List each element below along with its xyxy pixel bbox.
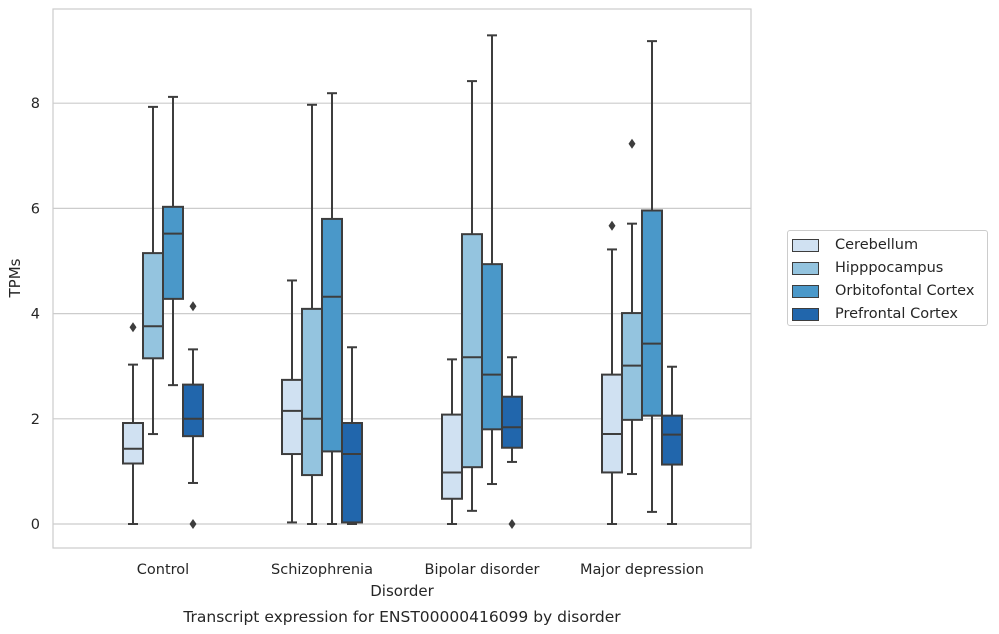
- box-body: [142, 252, 164, 360]
- box-body: [601, 373, 623, 474]
- outlier-point-2: [189, 301, 197, 312]
- y-tick-label-4: 4: [31, 307, 40, 323]
- box-body: [481, 263, 503, 431]
- legend-swatch-cerebellum: [792, 238, 819, 252]
- x-tick-label-4: Major depression: [580, 562, 704, 578]
- y-tick-labels: 0 2 4 6 8: [31, 96, 40, 533]
- box-2-1: [142, 105, 164, 436]
- box-3-4: [641, 40, 663, 513]
- legend-item-cerebellum: Cerebellum: [792, 235, 918, 255]
- legend-swatch-prefrontal: [792, 307, 819, 321]
- legend-label-hippocampus: Hipppocampus: [835, 260, 944, 276]
- y-tick-label-6: 6: [31, 201, 40, 217]
- box-body: [182, 383, 204, 438]
- box-body: [661, 414, 683, 466]
- box-body: [301, 307, 323, 477]
- boxes: [122, 34, 683, 529]
- box-body: [441, 413, 463, 500]
- box-body: [461, 233, 483, 469]
- box-4-2: [341, 346, 363, 525]
- y-tick-label-8: 8: [31, 96, 40, 112]
- box-2-2: [301, 103, 323, 525]
- box-1-4: [601, 220, 623, 525]
- box-body: [321, 217, 343, 453]
- box-4-3: [501, 356, 523, 529]
- box-1-1: [122, 322, 144, 525]
- legend-item-hippocampus: Hipppocampus: [792, 258, 943, 278]
- box-body: [162, 205, 184, 300]
- y-axis-label: TPMs: [6, 258, 24, 298]
- box-2-3: [461, 80, 483, 512]
- legend-swatch-orbitofrontal: [792, 284, 819, 298]
- legend-swatch-hippocampus: [792, 261, 819, 275]
- box-1-3: [441, 358, 463, 525]
- box-body: [341, 422, 363, 524]
- legend-item-orbitofrontal: Orbitofontal Cortex: [792, 281, 974, 301]
- box-3-1: [162, 95, 184, 387]
- outlier-point-1: [189, 519, 197, 529]
- y-tick-label-0: 0: [31, 517, 40, 533]
- legend-label-orbitofrontal: Orbitofontal Cortex: [835, 283, 975, 299]
- box-3-2: [321, 92, 343, 525]
- box-4-1: [182, 301, 204, 529]
- x-tick-labels: Control Schizophrenia Bipolar disorder Majo…: [137, 562, 704, 578]
- legend-item-prefrontal: Prefrontal Cortex: [792, 304, 958, 324]
- legend-label-cerebellum: Cerebellum: [835, 237, 919, 253]
- box-body: [281, 378, 303, 456]
- box-body: [501, 395, 523, 449]
- x-tick-label-2: Schizophrenia: [271, 562, 373, 578]
- box-3-3: [481, 34, 503, 486]
- legend: Cerebellum Hipppocampus Orbitofontal Cor…: [787, 230, 988, 326]
- legend-label-prefrontal: Prefrontal Cortex: [835, 306, 958, 322]
- chart-title: Transcript expression for ENST0000041609…: [182, 608, 621, 626]
- box-4-4: [661, 365, 683, 525]
- plot-frame: [52, 8, 752, 549]
- y-tick-label-2: 2: [31, 412, 40, 428]
- box-body: [122, 422, 144, 465]
- box-body: [641, 209, 663, 417]
- outlier-point-1: [508, 519, 516, 529]
- x-axis-label: Disorder: [370, 582, 434, 600]
- box-2-4: [621, 138, 643, 476]
- outlier-point-1: [628, 138, 636, 149]
- outlier-point-1: [608, 220, 616, 231]
- x-tick-label-3: Bipolar disorder: [425, 562, 540, 578]
- outlier-point-1: [129, 322, 137, 333]
- x-tick-label-1: Control: [137, 562, 189, 578]
- box-1-2: [281, 279, 303, 524]
